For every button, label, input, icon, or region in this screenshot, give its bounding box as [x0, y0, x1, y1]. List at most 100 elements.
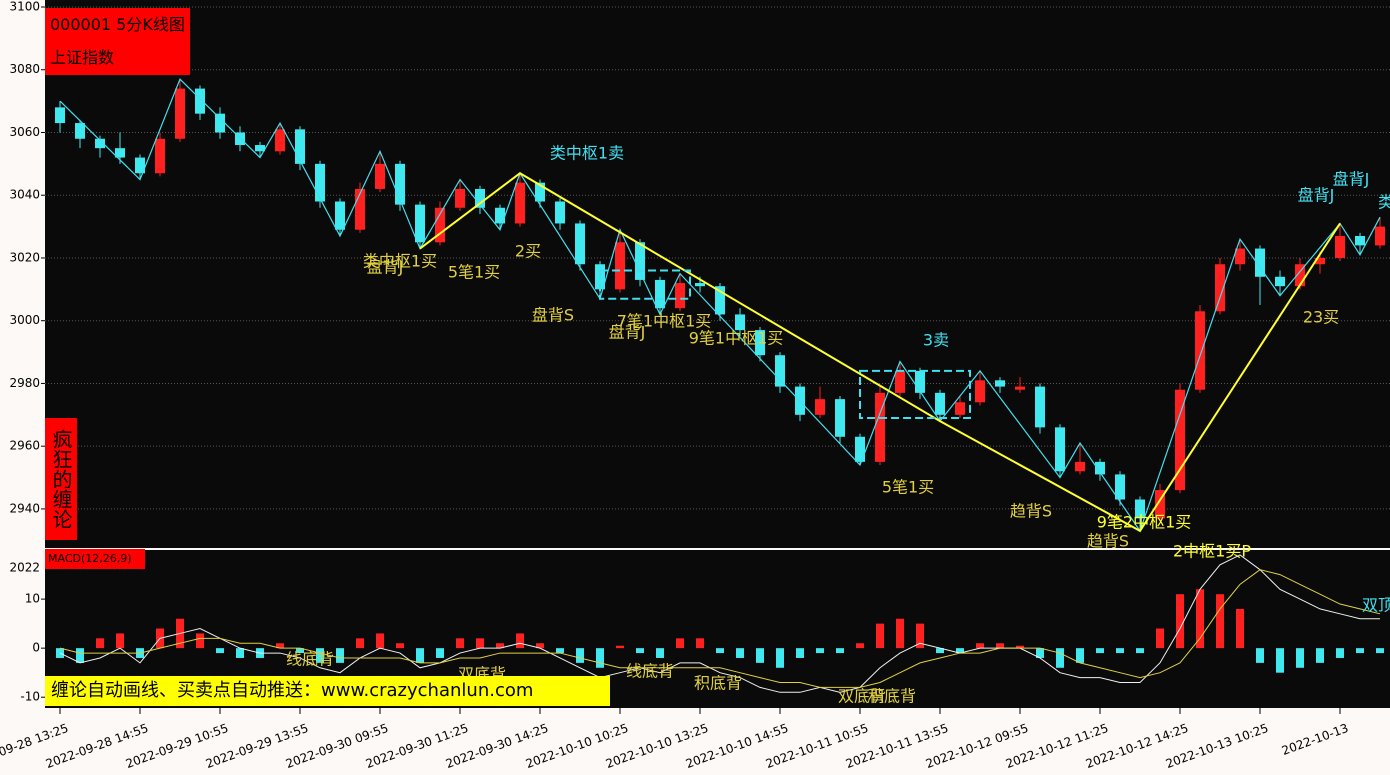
candle-body: [195, 88, 205, 114]
annotation: 线底背: [626, 662, 674, 681]
macd-bar: [636, 648, 644, 654]
candle-body: [575, 223, 585, 265]
candle-body: [75, 123, 85, 139]
candle-body: [175, 88, 185, 139]
candle-body: [515, 182, 525, 224]
main-plot-bg: [45, 0, 1390, 548]
candle-body: [1155, 490, 1165, 519]
annotation: 类中枢1卖: [550, 144, 624, 163]
annotation: 类: [1378, 193, 1390, 212]
candle-body: [835, 399, 845, 437]
candle-body: [1235, 248, 1245, 265]
annotation: 9笔1中枢1买: [689, 329, 784, 348]
candle-body: [1355, 236, 1365, 246]
y-tick-label: -10: [20, 690, 40, 704]
y-tick-label: 2980: [9, 376, 40, 390]
candle-body: [1335, 236, 1345, 258]
y-tick-label: 3100: [9, 0, 40, 14]
annotation: 类中枢1买: [363, 252, 437, 271]
macd-line: [59, 554, 1380, 693]
y-tick-label: 3040: [9, 188, 40, 202]
macd-bar: [96, 638, 104, 649]
pivot-box: [859, 369, 971, 419]
macd-bar: [396, 643, 404, 649]
y-tick-label: 3000: [9, 313, 40, 327]
candle-body: [995, 380, 1005, 387]
candle-body: [735, 314, 745, 331]
macd-bar: [1216, 594, 1224, 649]
macd-bar: [656, 648, 664, 658]
y-tick-label: 3060: [9, 125, 40, 139]
candle-body: [1135, 499, 1145, 519]
macd-bar: [1176, 594, 1184, 649]
macd-bar: [436, 648, 444, 658]
y-tick-label: 10: [25, 592, 40, 606]
brand: 疯狂的缠论: [45, 418, 77, 540]
macd-bar: [1156, 628, 1164, 649]
candle-body: [655, 279, 665, 309]
candle-body: [1295, 264, 1305, 287]
annotation: 9笔2中枢1买: [1097, 513, 1192, 532]
macd-bar: [1056, 648, 1064, 668]
macd-bar: [716, 648, 724, 654]
chart-title: 000001 5分K线图: [50, 15, 185, 34]
candle-body: [355, 188, 365, 230]
macd-bar: [596, 648, 604, 668]
annotation: 双底背: [838, 687, 886, 706]
macd-bar: [1296, 648, 1304, 668]
title-box: 000001 5分K线图 上证指数: [45, 8, 190, 75]
candle-body: [1075, 461, 1085, 472]
candle-body: [1195, 311, 1205, 390]
x-tick-label: 2022-10-13: [1280, 721, 1350, 758]
candle-body: [255, 145, 265, 152]
candle-body: [135, 157, 145, 174]
candle-body: [675, 283, 685, 309]
macd-bar: [896, 618, 904, 649]
macd-bar: [116, 633, 124, 649]
macd-bar: [496, 643, 504, 649]
annotation: 23买: [1303, 308, 1339, 327]
macd-bar: [316, 648, 324, 663]
annotation: 线底背: [286, 650, 334, 669]
macd-bar: [296, 648, 304, 654]
annotation: 2买: [515, 242, 541, 261]
macd-bar: [736, 648, 744, 658]
candle-body: [295, 129, 305, 164]
candle-body: [775, 355, 785, 387]
macd-bar: [1116, 648, 1124, 654]
macd-bar: [876, 623, 884, 649]
candle-body: [1035, 386, 1045, 428]
candle-body: [555, 201, 565, 224]
macd-bar: [1016, 645, 1024, 649]
candle-body: [455, 188, 465, 208]
macd-bar: [1356, 648, 1364, 654]
candle-body: [1315, 257, 1325, 265]
macd-bar: [516, 633, 524, 649]
macd-bar: [756, 648, 764, 663]
candle-body: [755, 330, 765, 356]
candle-body: [155, 138, 165, 174]
candle-body: [615, 242, 625, 290]
candle-body: [475, 188, 485, 208]
y-tick-label: 3020: [9, 250, 40, 264]
corner-label: 2022: [9, 561, 40, 575]
macd-bar: [956, 648, 964, 654]
candle-body: [215, 113, 225, 133]
candle-body: [935, 392, 945, 415]
macd-bar: [856, 643, 864, 649]
candle-body: [315, 163, 325, 202]
macd-bar: [1036, 648, 1044, 658]
candle-body: [715, 286, 725, 315]
macd-bar: [196, 633, 204, 649]
y-tick-label: 3080: [9, 62, 40, 76]
macd-bar: [56, 648, 64, 658]
macd-bar: [1376, 648, 1384, 654]
macd-bar: [676, 638, 684, 649]
macd-bar: [1336, 648, 1344, 658]
macd-bar: [476, 638, 484, 649]
candle-body: [55, 107, 65, 124]
candle-body: [1375, 226, 1385, 246]
candle-body: [95, 138, 105, 149]
annotation: 双顶: [1362, 596, 1390, 615]
